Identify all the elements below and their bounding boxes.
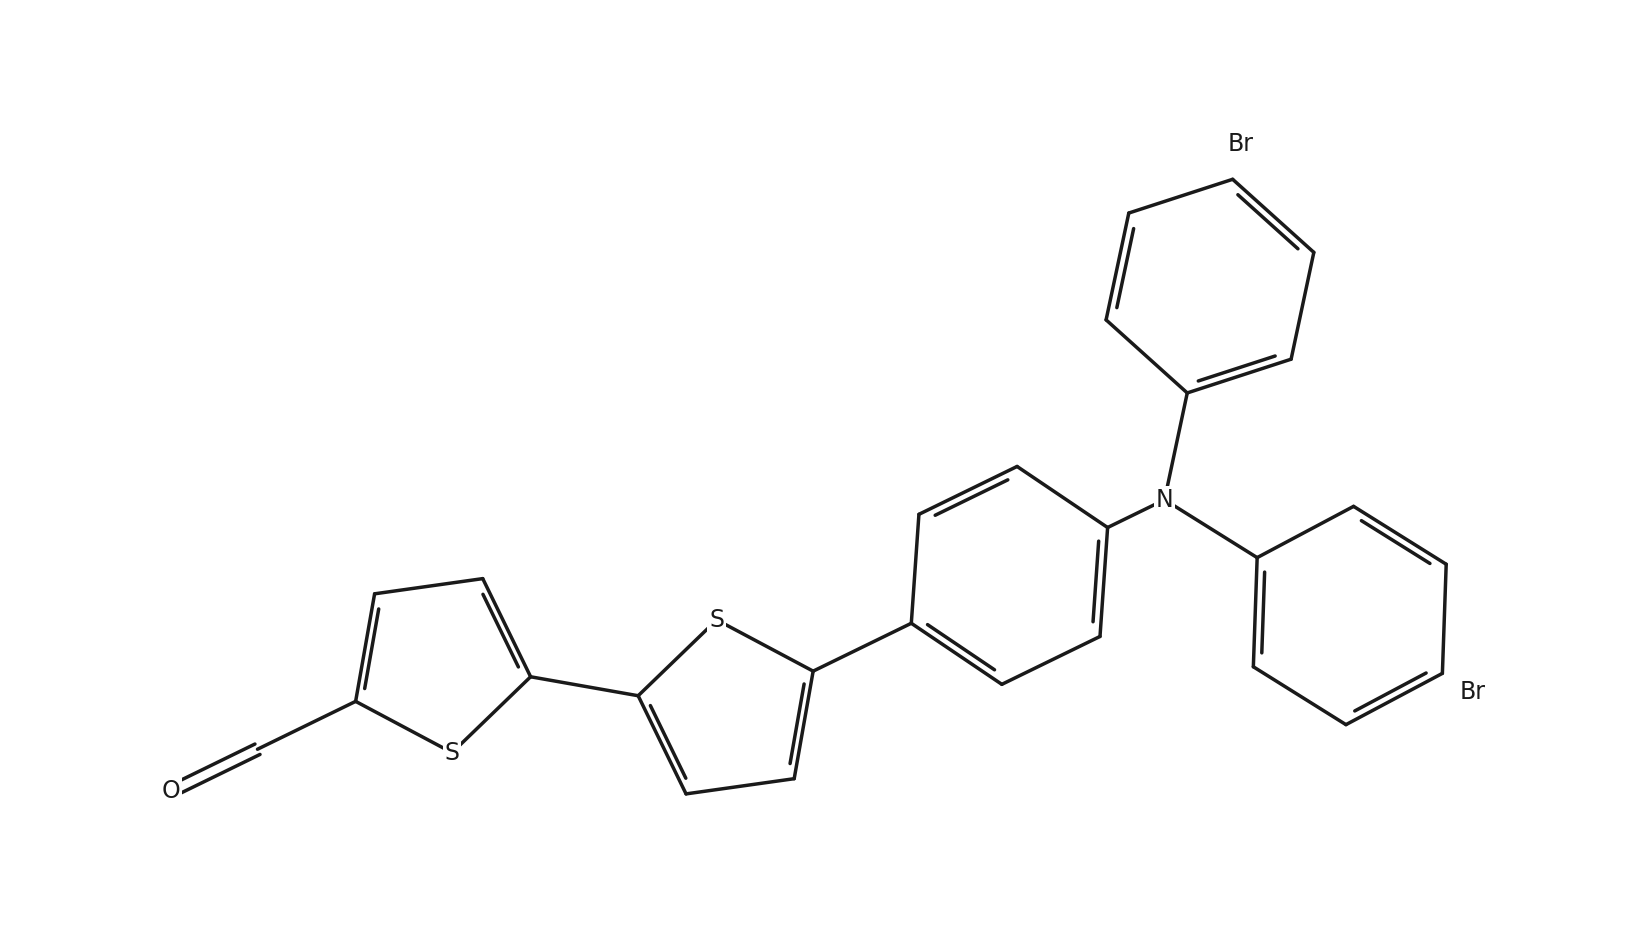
Text: O: O — [161, 779, 181, 803]
Text: N: N — [1156, 488, 1174, 512]
Text: Br: Br — [1460, 680, 1486, 704]
Text: S: S — [444, 741, 460, 764]
Text: S: S — [709, 608, 725, 632]
Text: Br: Br — [1226, 132, 1253, 156]
